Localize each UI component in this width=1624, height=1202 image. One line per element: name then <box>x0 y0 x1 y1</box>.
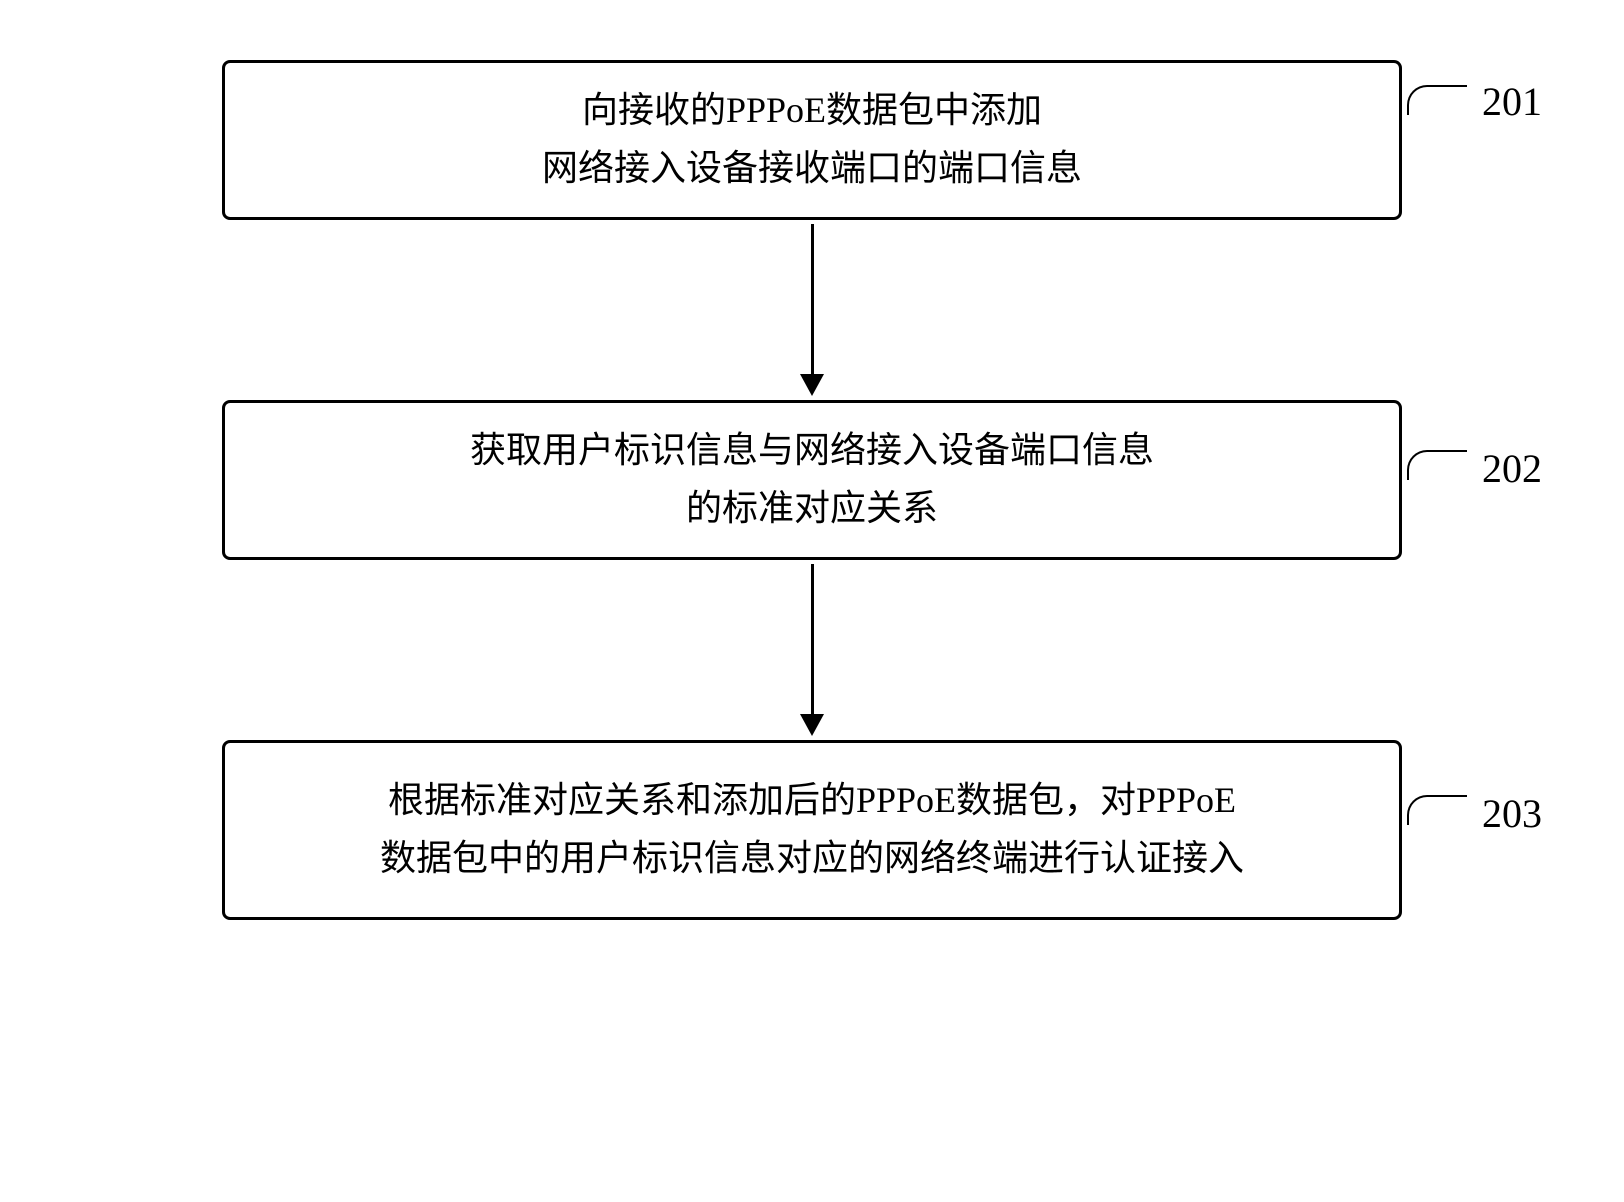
step-3-label-connector <box>1407 795 1467 825</box>
step-2-box: 获取用户标识信息与网络接入设备端口信息 的标准对应关系 <box>222 400 1402 560</box>
step-1-line2: 网络接入设备接收端口的端口信息 <box>542 140 1082 198</box>
arrow-1-2 <box>800 220 824 400</box>
step-2-container: 获取用户标识信息与网络接入设备端口信息 的标准对应关系 202 <box>222 400 1402 560</box>
arrow-head-1 <box>800 374 824 396</box>
flowchart-container: 向接收的PPPoE数据包中添加 网络接入设备接收端口的端口信息 201 获取用户… <box>222 60 1402 920</box>
step-3-label: 203 <box>1482 790 1542 837</box>
step-2-label: 202 <box>1482 445 1542 492</box>
step-2-label-connector <box>1407 450 1467 480</box>
step-3-box: 根据标准对应关系和添加后的PPPoE数据包，对PPPoE 数据包中的用户标识信息… <box>222 740 1402 920</box>
step-1-box: 向接收的PPPoE数据包中添加 网络接入设备接收端口的端口信息 <box>222 60 1402 220</box>
step-3-line1: 根据标准对应关系和添加后的PPPoE数据包，对PPPoE <box>388 772 1236 830</box>
step-3-line2: 数据包中的用户标识信息对应的网络终端进行认证接入 <box>380 830 1244 888</box>
step-1-container: 向接收的PPPoE数据包中添加 网络接入设备接收端口的端口信息 201 <box>222 60 1402 220</box>
arrow-2-3 <box>800 560 824 740</box>
step-1-label: 201 <box>1482 78 1542 125</box>
step-3-container: 根据标准对应关系和添加后的PPPoE数据包，对PPPoE 数据包中的用户标识信息… <box>222 740 1402 920</box>
arrow-head-2 <box>800 714 824 736</box>
step-1-label-connector <box>1407 85 1467 115</box>
step-2-line1: 获取用户标识信息与网络接入设备端口信息 <box>470 422 1154 480</box>
step-1-line1: 向接收的PPPoE数据包中添加 <box>582 82 1042 140</box>
arrow-line-1 <box>811 224 814 374</box>
arrow-line-2 <box>811 564 814 714</box>
step-2-line2: 的标准对应关系 <box>686 480 938 538</box>
